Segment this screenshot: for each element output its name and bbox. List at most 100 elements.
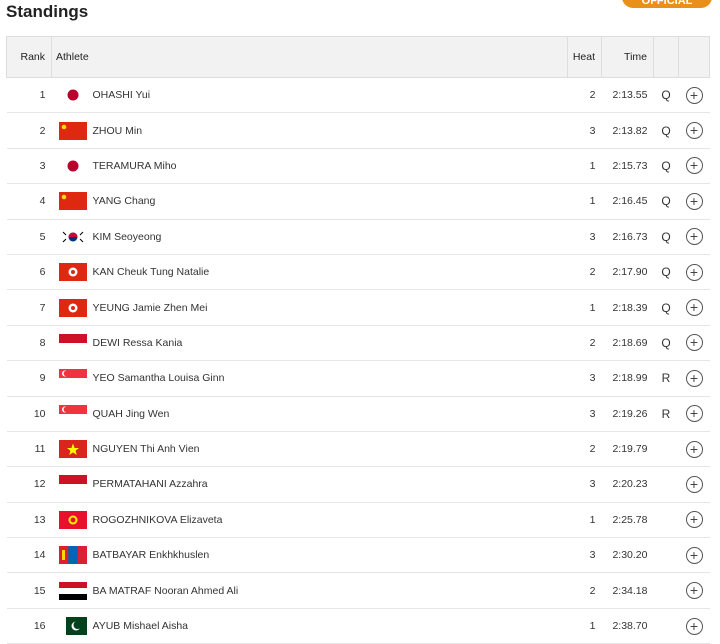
time: 2:30.20 — [601, 537, 654, 574]
flag-icon-sgp — [58, 369, 87, 388]
athlete-name[interactable]: BATBAYAR Enkhkhuslen — [92, 549, 210, 562]
flag-icon-kor — [58, 227, 87, 246]
qualification-mark: Q — [653, 289, 679, 326]
flag-icon-pak — [58, 617, 87, 636]
time: 2:17.90 — [601, 254, 654, 291]
time: 2:18.99 — [601, 360, 654, 397]
flag-icon-jpn — [58, 86, 87, 105]
qualification-mark: R — [653, 396, 679, 432]
table-row[interactable]: 15 BA MATRAF Nooran Ahmed Ali 2 2:34.18 … — [6, 572, 710, 609]
heat: 1 — [567, 289, 602, 326]
qualification-mark — [653, 466, 679, 503]
athlete-name[interactable]: NGUYEN Thi Anh Vien — [92, 443, 200, 456]
rank: 9 — [6, 360, 52, 397]
table-row[interactable]: 16 AYUB Mishael Aisha 1 2:38.70 + — [6, 608, 710, 644]
expand-plus-icon[interactable]: + — [685, 582, 703, 600]
heat: 3 — [567, 360, 602, 397]
time: 2:15.73 — [601, 148, 654, 185]
flag-icon-hkg — [58, 298, 87, 317]
expand-plus-icon[interactable]: + — [685, 440, 703, 458]
expand-plus-icon[interactable]: + — [685, 546, 703, 564]
qualification-mark — [653, 608, 679, 644]
table-row[interactable]: 13 ROGOZHNIKOVA Elizaveta 1 2:25.78 + — [6, 502, 710, 539]
expand-plus-icon[interactable]: + — [685, 299, 703, 317]
athlete-name[interactable]: OHASHI Yui — [92, 89, 151, 102]
qualification-mark — [653, 537, 679, 574]
table-row[interactable]: 7 YEUNG Jamie Zhen Mei 1 2:18.39 Q + — [6, 289, 710, 326]
heat: 2 — [567, 325, 602, 362]
table-row[interactable]: 12 PERMATAHANI Azzahra 3 2:20.23 + — [6, 466, 710, 503]
expand-plus-icon[interactable]: + — [685, 334, 703, 352]
athlete-name[interactable]: KAN Cheuk Tung Natalie — [92, 266, 210, 279]
expand-plus-icon[interactable]: + — [685, 263, 703, 281]
time: 2:38.70 — [601, 608, 654, 644]
expand-plus-icon[interactable]: + — [685, 369, 703, 387]
heat: 3 — [567, 396, 602, 432]
athlete-name[interactable]: YEUNG Jamie Zhen Mei — [92, 301, 208, 314]
qualification-mark — [653, 502, 679, 539]
flag-icon-vie — [58, 440, 87, 459]
col-rank[interactable]: Rank — [6, 36, 52, 78]
flag-icon-jpn — [58, 156, 87, 175]
time: 2:18.69 — [601, 325, 654, 362]
flag-icon-sgp — [58, 404, 87, 423]
rank: 3 — [6, 148, 52, 185]
expand-plus-icon[interactable]: + — [685, 192, 703, 210]
expand-plus-icon[interactable]: + — [685, 228, 703, 246]
expand-plus-icon[interactable]: + — [685, 475, 703, 493]
expand-plus-icon[interactable]: + — [685, 405, 703, 423]
rank: 8 — [6, 325, 52, 362]
table-row[interactable]: 9 YEO Samantha Louisa Ginn 3 2:18.99 R + — [6, 360, 710, 397]
table-row[interactable]: 4 YANG Chang 1 2:16.45 Q + — [6, 183, 710, 220]
qualification-mark: Q — [653, 77, 679, 114]
rank: 4 — [6, 183, 52, 220]
col-time[interactable]: Time — [601, 36, 654, 78]
table-row[interactable]: 5 KIM Seoyeong 3 2:16.73 Q + — [6, 219, 710, 255]
heat: 2 — [567, 254, 602, 291]
athlete-name[interactable]: ZHOU Min — [92, 124, 143, 137]
athlete-name[interactable]: PERMATAHANI Azzahra — [92, 478, 208, 491]
time: 2:13.82 — [601, 112, 654, 149]
expand-plus-icon[interactable]: + — [685, 511, 703, 529]
athlete-name[interactable]: AYUB Mishael Aisha — [92, 620, 189, 633]
athlete-name[interactable]: BA MATRAF Nooran Ahmed Ali — [92, 584, 239, 597]
athlete-name[interactable]: YANG Chang — [92, 195, 156, 208]
standings-table: Rank Athlete Heat Time 1 OHASHI Yui 2 2:… — [6, 36, 710, 644]
expand-plus-icon[interactable]: + — [685, 157, 703, 175]
athlete-name[interactable]: QUAH Jing Wen — [92, 407, 170, 420]
athlete-name[interactable]: KIM Seoyeong — [92, 230, 162, 243]
time: 2:16.73 — [601, 219, 654, 255]
rank: 5 — [6, 219, 52, 255]
table-row[interactable]: 10 QUAH Jing Wen 3 2:19.26 R + — [6, 396, 710, 432]
table-row[interactable]: 3 TERAMURA Miho 1 2:15.73 Q + — [6, 148, 710, 185]
col-athlete[interactable]: Athlete — [51, 36, 568, 78]
col-heat[interactable]: Heat — [567, 36, 602, 78]
table-row[interactable]: 2 ZHOU Min 3 2:13.82 Q + — [6, 112, 710, 149]
expand-plus-icon[interactable]: + — [685, 122, 703, 140]
table-row[interactable]: 14 BATBAYAR Enkhkhuslen 3 2:30.20 + — [6, 537, 710, 574]
rank: 14 — [6, 537, 52, 574]
rank: 13 — [6, 502, 52, 539]
time: 2:20.23 — [601, 466, 654, 503]
table-row[interactable]: 11 NGUYEN Thi Anh Vien 2 2:19.79 + — [6, 431, 710, 468]
time: 2:34.18 — [601, 572, 654, 609]
qualification-mark: R — [653, 360, 679, 397]
rank: 12 — [6, 466, 52, 503]
page-title: Standings — [6, 2, 89, 21]
qualification-mark: Q — [653, 183, 679, 220]
heat: 1 — [567, 148, 602, 185]
qualification-mark — [653, 572, 679, 609]
heat: 2 — [567, 431, 602, 468]
athlete-name[interactable]: ROGOZHNIKOVA Elizaveta — [92, 513, 223, 526]
table-row[interactable]: 1 OHASHI Yui 2 2:13.55 Q + — [6, 77, 710, 114]
table-row[interactable]: 6 KAN Cheuk Tung Natalie 2 2:17.90 Q + — [6, 254, 710, 291]
time: 2:19.79 — [601, 431, 654, 468]
athlete-name[interactable]: DEWI Ressa Kania — [92, 336, 183, 349]
flag-icon-hkg — [58, 263, 87, 282]
flag-icon-ina — [58, 333, 87, 352]
qualification-mark: Q — [653, 219, 679, 255]
table-row[interactable]: 8 DEWI Ressa Kania 2 2:18.69 Q + — [6, 325, 710, 362]
expand-plus-icon[interactable]: + — [685, 86, 703, 104]
athlete-name[interactable]: TERAMURA Miho — [92, 159, 177, 172]
athlete-name[interactable]: YEO Samantha Louisa Ginn — [92, 372, 225, 385]
